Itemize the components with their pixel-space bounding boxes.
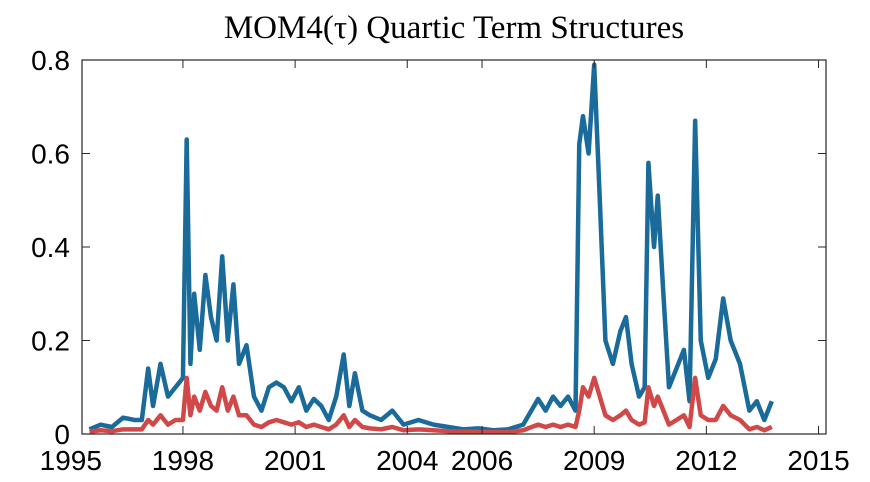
- y-tick-label: 0.2: [31, 326, 70, 357]
- x-tick-label: 2004: [376, 445, 438, 476]
- y-tick-label: 0.8: [31, 45, 70, 76]
- series-line: [89, 375, 773, 435]
- x-tick-label: 2012: [675, 445, 737, 476]
- axes-frame: [81, 59, 827, 435]
- y-tick-label: 0.6: [31, 139, 70, 170]
- x-tick-label: 2009: [563, 445, 625, 476]
- y-tick-label: 0: [54, 419, 70, 450]
- chart-title: MOM4(τ) Quartic Term Structures: [224, 10, 684, 46]
- y-tick-label: 0.4: [31, 232, 70, 263]
- x-tick-label: 2015: [787, 445, 849, 476]
- plot-area: [88, 62, 774, 435]
- x-tick-label: 1995: [40, 445, 102, 476]
- x-tick-label: 1998: [152, 445, 214, 476]
- x-tick-label: 2006: [451, 445, 513, 476]
- series-line: [88, 62, 774, 433]
- x-tick-label: 2001: [264, 445, 326, 476]
